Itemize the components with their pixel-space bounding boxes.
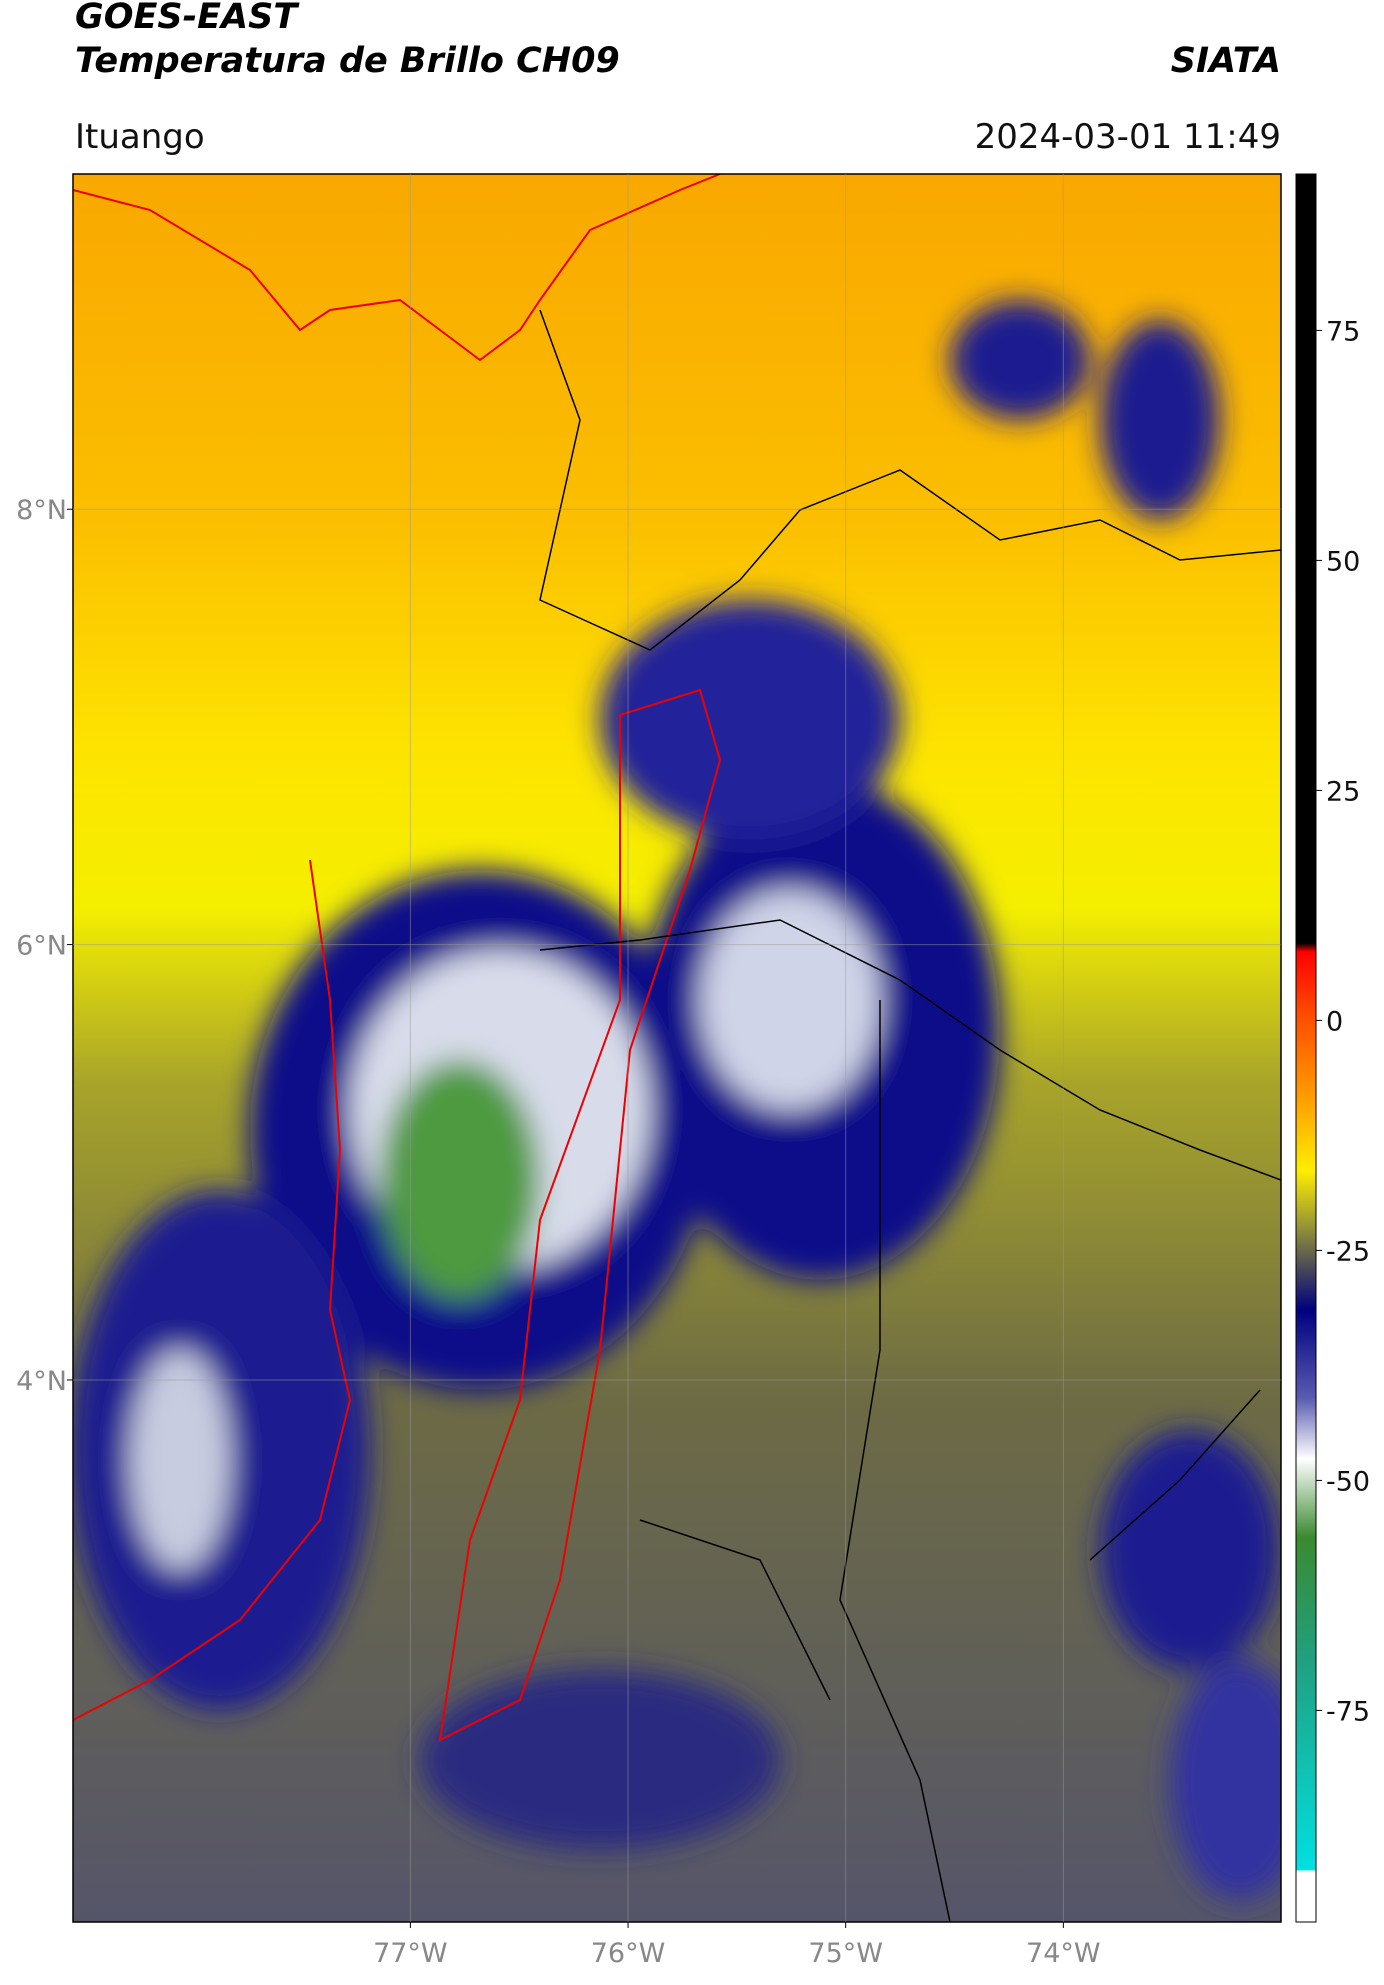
x-tick-label: 75°W [808,1938,883,1969]
subtitle: Temperatura de Brillo CH09 [75,41,620,81]
map-frame [72,173,1282,1923]
y-tick-label: 6°N [16,931,67,962]
x-tick-label: 76°W [591,1938,666,1969]
y-tick-label: 8°N [16,495,67,526]
colorbar-tick-label: 25 [1326,776,1360,807]
colorbar-tick-label: 50 [1326,546,1360,577]
title: GOES-EAST [75,0,300,37]
x-tick-label: 77°W [373,1938,448,1969]
y-tick-label: 4°N [16,1366,67,1397]
datetime: 2024-03-01 11:49 [975,117,1281,157]
satellite-image [73,174,1281,1922]
x-tick-label: 74°W [1026,1938,1101,1969]
colorbar-tick-label: -50 [1326,1466,1370,1497]
source: SIATA [1171,41,1281,81]
location: Ituango [75,117,205,157]
colorbar-tick-label: -25 [1326,1236,1370,1267]
colorbar [1295,173,1317,1923]
colorbar-tick-label: 0 [1326,1006,1343,1037]
colorbar-tick-label: -75 [1326,1696,1370,1727]
colorbar-tick-label: 75 [1326,316,1360,347]
